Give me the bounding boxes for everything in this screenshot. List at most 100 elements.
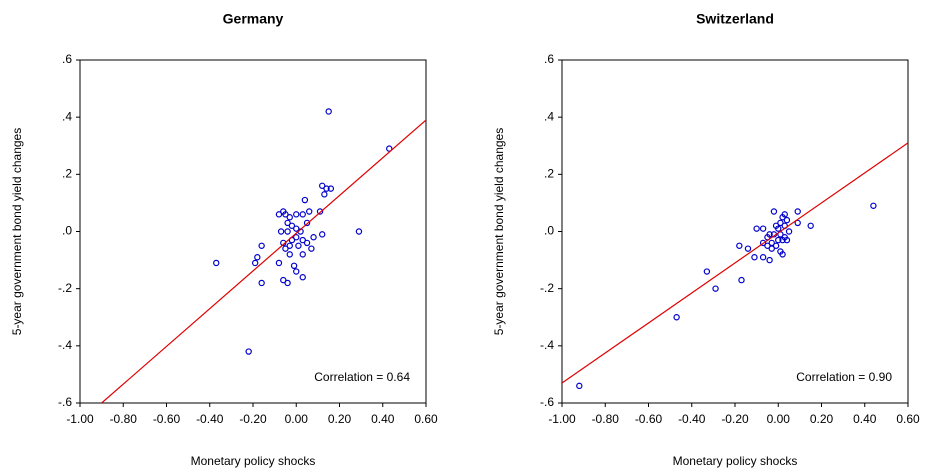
plot-frame <box>561 59 909 404</box>
plot-frame <box>79 59 427 404</box>
y-tick-label: -.6 <box>58 395 72 409</box>
data-point <box>293 225 300 232</box>
data-point <box>284 279 291 287</box>
chart-title: Germany <box>223 11 284 27</box>
data-point <box>254 254 261 261</box>
data-point <box>286 242 293 249</box>
x-tick-label: -0.40 <box>196 412 224 426</box>
x-tick-label: 0.20 <box>328 412 352 426</box>
data-point <box>775 236 782 244</box>
data-point <box>764 242 771 249</box>
annotation: Correlation = 0.90 <box>796 370 892 384</box>
data-point <box>325 108 332 115</box>
data-point <box>316 208 324 215</box>
data-point <box>744 245 752 252</box>
data-point <box>768 245 775 252</box>
data-point <box>306 208 313 215</box>
data-point <box>277 228 285 235</box>
data-point <box>282 211 289 218</box>
data-point <box>766 256 773 264</box>
data-point <box>673 314 680 321</box>
data-point <box>759 254 767 261</box>
data-point <box>293 234 300 241</box>
data-point <box>299 251 306 258</box>
data-point <box>712 285 719 292</box>
x-tick-label: 0.40 <box>371 412 395 426</box>
data-point <box>777 219 784 227</box>
y-tick-label: .0 <box>544 224 554 238</box>
data-point <box>310 234 317 241</box>
x-tick-label: -0.20 <box>239 412 267 426</box>
x-tick-label: 0.40 <box>853 412 877 426</box>
data-point <box>275 211 283 218</box>
data-point <box>794 219 801 227</box>
x-tick-label: -0.60 <box>153 412 181 426</box>
data-point <box>576 382 583 390</box>
fit-line <box>562 142 908 384</box>
data-point <box>355 228 363 235</box>
data-point <box>308 245 315 252</box>
data-point <box>299 236 306 244</box>
x-axis-label: Monetary policy shocks <box>191 454 316 468</box>
x-tick-label: -0.20 <box>721 412 749 426</box>
data-point <box>275 259 283 267</box>
data-point <box>286 251 293 258</box>
data-point <box>299 211 306 218</box>
y-tick-label: .4 <box>62 109 72 123</box>
data-point <box>303 219 311 227</box>
data-point <box>779 251 786 258</box>
data-point <box>295 242 302 249</box>
data-point <box>258 279 265 287</box>
data-point <box>775 225 782 232</box>
data-point <box>284 228 291 235</box>
data-point <box>785 228 793 235</box>
data-point <box>759 239 767 247</box>
data-point <box>293 268 300 275</box>
data-point <box>299 274 306 281</box>
y-tick-label: .6 <box>62 52 72 66</box>
data-point <box>245 348 252 355</box>
data-point <box>301 196 309 204</box>
data-point <box>783 236 791 244</box>
x-tick-label: -0.60 <box>635 412 663 426</box>
data-point <box>783 216 791 224</box>
data-point <box>703 268 711 275</box>
x-tick-label: 0.60 <box>414 412 438 426</box>
data-point <box>770 208 778 215</box>
y-tick-label: .6 <box>544 52 554 66</box>
data-point <box>321 191 328 198</box>
data-point <box>286 214 293 221</box>
data-point <box>319 182 326 189</box>
data-point <box>282 245 289 252</box>
data-point <box>319 231 326 238</box>
y-tick-label: .4 <box>544 109 554 123</box>
y-tick-label: -.4 <box>58 338 72 352</box>
fit-line <box>101 119 426 403</box>
data-point <box>794 208 801 215</box>
x-tick-label: 0.60 <box>896 412 920 426</box>
y-tick-label: -.2 <box>540 281 554 295</box>
y-tick-label: -.2 <box>58 281 72 295</box>
data-point <box>258 242 265 249</box>
y-tick-label: .2 <box>544 167 554 181</box>
data-point <box>751 254 758 261</box>
data-point <box>288 222 296 229</box>
chart-title: Switzerland <box>696 11 774 27</box>
data-point <box>772 242 780 249</box>
data-point <box>251 259 259 267</box>
data-point <box>327 185 335 192</box>
x-tick-label: -0.80 <box>592 412 620 426</box>
x-tick-label: -1.00 <box>548 412 576 426</box>
chart-panel: Germany -1.00 -0.80 -0.60 -0.40 -0.20 0.00 0.20… <box>10 11 438 468</box>
data-point <box>284 219 291 227</box>
data-point <box>807 222 814 229</box>
annotation: Correlation = 0.64 <box>314 370 410 384</box>
data-point <box>290 262 298 269</box>
data-point <box>736 242 743 249</box>
data-point <box>386 145 393 152</box>
x-tick-label: 0.00 <box>767 412 791 426</box>
y-tick-label: .2 <box>62 167 72 181</box>
y-tick-label: .0 <box>62 224 72 238</box>
data-point <box>213 259 220 267</box>
